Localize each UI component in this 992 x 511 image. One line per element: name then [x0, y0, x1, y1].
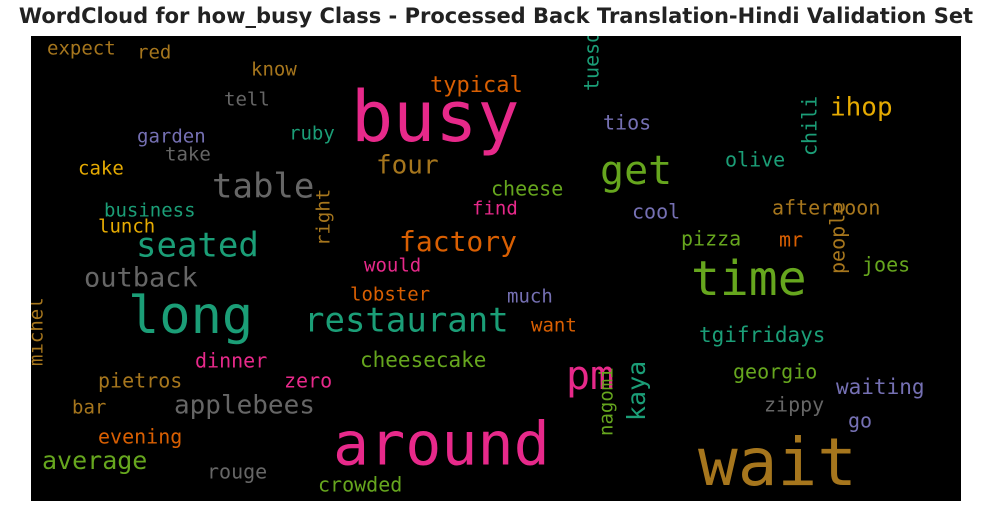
- word-would: would: [364, 255, 421, 277]
- word-tell: tell: [224, 89, 270, 111]
- word-michel: michel: [31, 297, 48, 366]
- word-go: go: [848, 409, 872, 433]
- word-mr: mr: [779, 228, 803, 252]
- word-time: time: [691, 251, 807, 307]
- word-waiting: waiting: [836, 375, 925, 399]
- word-crowded: crowded: [318, 473, 402, 497]
- word-around: around: [333, 410, 550, 480]
- word-right: right: [313, 189, 335, 246]
- word-lobster: lobster: [350, 284, 430, 306]
- word-olive: olive: [725, 148, 785, 172]
- wordcloud-canvas: busy wait around long time restaurant table get…: [31, 36, 961, 501]
- word-cheese: cheese: [491, 177, 563, 201]
- word-red: red: [137, 42, 171, 64]
- word-cheesecake: cheesecake: [360, 348, 486, 372]
- word-long: long: [128, 286, 253, 346]
- word-wait: wait: [698, 424, 857, 501]
- word-joes: joes: [862, 253, 910, 277]
- word-nagomi: nagomi: [596, 367, 618, 436]
- word-pietros: pietros: [98, 369, 182, 393]
- word-chili: chili: [798, 96, 822, 156]
- chart-title: WordCloud for how_busy Class - Processed…: [18, 4, 974, 28]
- word-seated: seated: [136, 226, 259, 266]
- word-average: average: [42, 446, 147, 475]
- word-find: find: [472, 198, 518, 220]
- word-get: get: [600, 148, 672, 194]
- word-know: know: [251, 59, 297, 81]
- word-cool: cool: [632, 200, 680, 224]
- word-take: take: [165, 144, 211, 166]
- word-factory: factory: [399, 225, 517, 258]
- word-busy: busy: [351, 76, 520, 158]
- word-pm: pm: [566, 353, 614, 399]
- word-business: business: [104, 200, 196, 222]
- word-tios: tios: [603, 111, 651, 135]
- word-restaurant: restaurant: [304, 301, 509, 341]
- word-afternoon: afternoon: [772, 196, 880, 220]
- word-tuesday: tuesday: [580, 36, 604, 91]
- wordcloud-background: [31, 36, 961, 501]
- word-bar: bar: [72, 397, 106, 419]
- word-georgio: georgio: [733, 360, 817, 384]
- word-dinner: dinner: [195, 349, 267, 373]
- word-kaya: kaya: [622, 361, 651, 421]
- word-outback: outback: [84, 263, 198, 294]
- word-pizza: pizza: [681, 227, 741, 251]
- word-zero: zero: [284, 369, 332, 393]
- word-applebees: applebees: [174, 391, 315, 421]
- word-much: much: [507, 286, 553, 308]
- word-ihop: ihop: [830, 93, 893, 123]
- word-zippy: zippy: [764, 393, 824, 417]
- wordcloud-svg: busy wait around long time restaurant table get…: [31, 36, 961, 501]
- word-garden: garden: [137, 126, 206, 148]
- word-evening: evening: [98, 425, 182, 449]
- word-table: table: [212, 167, 314, 207]
- word-rouge: rouge: [207, 460, 267, 484]
- word-lunch: lunch: [98, 216, 155, 238]
- word-expect: expect: [47, 38, 116, 60]
- word-ruby: ruby: [289, 123, 335, 145]
- word-tgifridays: tgifridays: [699, 323, 825, 347]
- word-want: want: [531, 315, 577, 337]
- word-four: four: [376, 151, 439, 181]
- word-cake: cake: [78, 158, 124, 180]
- word-typical: typical: [430, 73, 523, 98]
- word-people: people: [826, 202, 850, 274]
